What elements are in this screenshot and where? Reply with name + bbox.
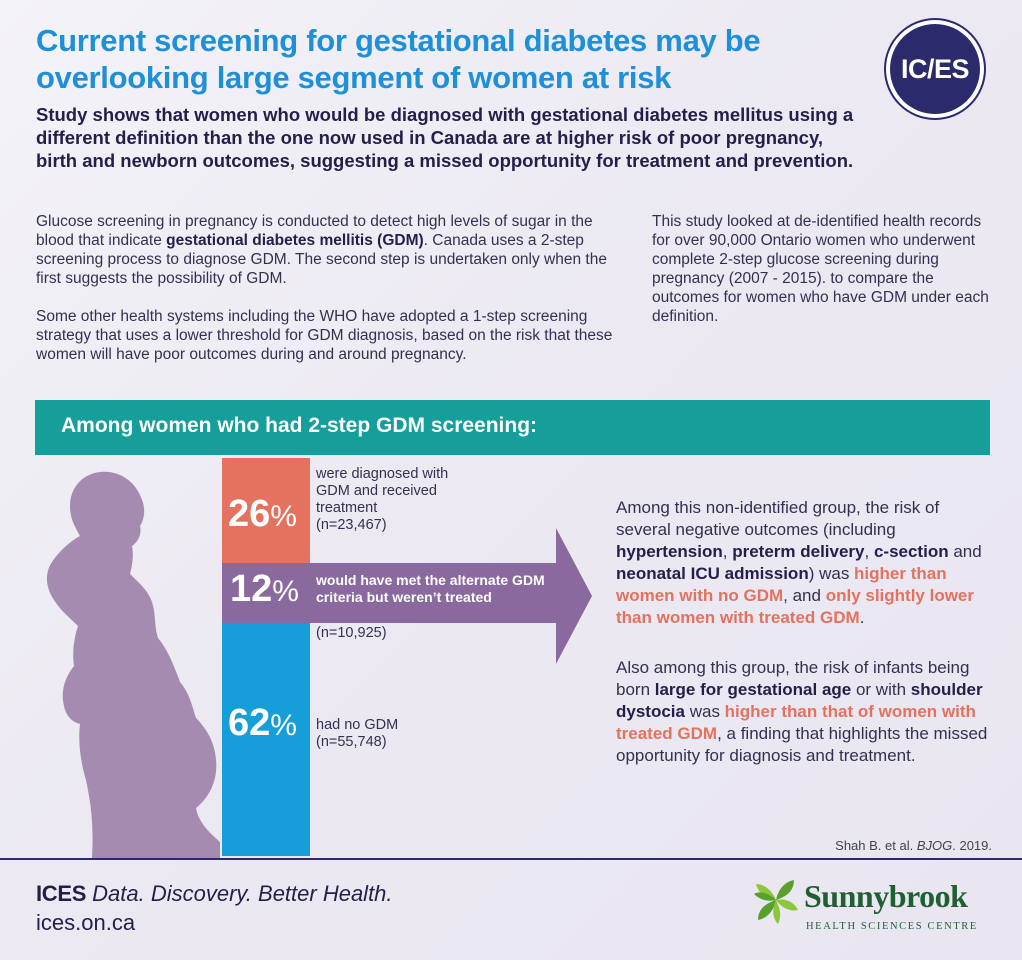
- treated-percent: 26%: [228, 493, 297, 536]
- intro-paragraph-1: Glucose screening in pregnancy is conduc…: [36, 212, 616, 288]
- finding-2-text: Also among this group, the risk of infan…: [616, 658, 970, 699]
- no-gdm-percent-sign: %: [270, 709, 297, 742]
- finding-1: Among this non-identified group, the ris…: [616, 497, 991, 629]
- untreated-percent-sign: %: [272, 575, 299, 608]
- finding-1-highlight-1: higher than women with no GDM: [616, 564, 947, 605]
- treated-percent-value: 26: [228, 493, 271, 535]
- footer-brand: ICES Data. Discovery. Better Health.: [36, 881, 393, 907]
- treated-gdm-bar: [222, 458, 310, 563]
- no-gdm-percent: 62%: [228, 702, 297, 745]
- ices-logo-text: IC/ES: [900, 53, 970, 84]
- sunnybrook-leaf-icon: [754, 880, 798, 924]
- intro-paragraph-3: This study looked at de-identified healt…: [652, 213, 989, 325]
- citation-journal: BJOG: [916, 838, 953, 853]
- finding-2-highlight: higher than that of women with treated G…: [616, 702, 976, 743]
- intro-p1-text-a: Glucose screening in pregnancy is conduc…: [36, 213, 593, 249]
- no-gdm-bar: [222, 621, 310, 856]
- treated-percent-sign: %: [270, 500, 297, 533]
- untreated-count: (n=10,925): [316, 625, 387, 641]
- footer-divider: [0, 858, 1022, 860]
- outcome-shoulder-dystocia: shoulder dystocia: [616, 680, 983, 721]
- finding-1-sep: ,: [722, 542, 733, 561]
- footer-brand-name: ICES: [36, 881, 87, 906]
- intro-paragraph-2: Some other health systems including the …: [36, 308, 613, 363]
- page-title: Current screening for gestational diabet…: [36, 23, 761, 95]
- section-banner: Among women who had 2-step GDM screening…: [35, 400, 990, 455]
- finding-2-sep: or with: [851, 680, 911, 699]
- finding-1-sep: ,: [864, 542, 874, 561]
- treated-count: (n=23,467): [316, 517, 387, 533]
- citation: Shah B. et al. BJOG. 2019.: [760, 838, 992, 853]
- untreated-gdm-arrow: [222, 528, 592, 664]
- pregnant-woman-silhouette-icon: [47, 471, 220, 858]
- finding-1-end: .: [859, 608, 865, 627]
- outcome-c-section: c-section: [873, 542, 949, 561]
- intro-p1-text-b: . Canada uses a 2-step screening process…: [36, 232, 607, 287]
- finding-1-sep: ) was: [808, 564, 855, 583]
- untreated-percent: 12%: [230, 568, 299, 611]
- outcome-hypertension: hypertension: [616, 542, 723, 561]
- sunnybrook-logo-name: Sunnybrook: [804, 878, 968, 914]
- citation-authors: Shah B. et al.: [835, 838, 917, 853]
- finding-1-sep: and: [948, 542, 982, 561]
- treated-desc-text: were diagnosed with GDM and received tre…: [316, 466, 449, 516]
- no-gdm-percent-value: 62: [228, 702, 271, 744]
- intro-p1-bold: gestational diabetes mellitis (GDM): [166, 232, 424, 249]
- footer-url-link[interactable]: ices.on.ca: [36, 910, 136, 935]
- no-gdm-count: (n=55,748): [316, 734, 387, 750]
- footer-tagline: Data. Discovery. Better Health.: [92, 881, 393, 906]
- finding-1-highlight-2: only slightly lower than women with trea…: [616, 586, 975, 627]
- outcome-neonatal-icu: neonatal ICU admission: [616, 564, 809, 583]
- section-banner-heading: Among women who had 2-step GDM screening…: [61, 414, 538, 437]
- outcome-preterm-delivery: preterm delivery: [732, 542, 865, 561]
- subtitle: Study shows that women who would be diag…: [36, 104, 854, 171]
- citation-year: . 2019.: [952, 838, 992, 853]
- finding-2-end: , a finding that highlights the missed o…: [616, 724, 988, 765]
- untreated-percent-value: 12: [230, 568, 273, 610]
- untreated-description: would have met the alternate GDM criteri…: [316, 572, 545, 605]
- ices-logo: IC/ES: [890, 24, 980, 114]
- treated-description: were diagnosed with GDM and received tre…: [316, 466, 476, 534]
- sunnybrook-logo-subtitle: HEALTH SCIENCES CENTRE: [806, 921, 978, 932]
- finding-2-sep: was: [684, 702, 725, 721]
- outcome-large-for-gestational-age: large for gestational age: [654, 680, 852, 699]
- no-gdm-description: had no GDM (n=55,748): [316, 717, 456, 751]
- finding-1-sep: , and: [783, 586, 826, 605]
- finding-1-text: Among this non-identified group, the ris…: [616, 498, 940, 539]
- no-gdm-desc-text: had no GDM: [316, 717, 399, 733]
- finding-2: Also among this group, the risk of infan…: [616, 657, 991, 767]
